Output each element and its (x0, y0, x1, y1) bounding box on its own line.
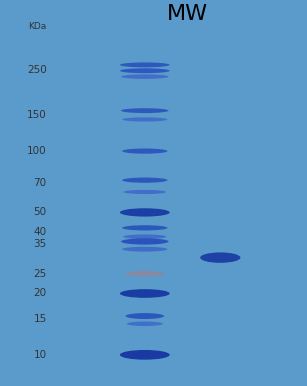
Ellipse shape (122, 117, 167, 122)
Text: 25: 25 (33, 269, 47, 279)
Ellipse shape (122, 225, 167, 230)
Ellipse shape (121, 239, 169, 245)
Ellipse shape (122, 149, 167, 154)
Ellipse shape (120, 350, 170, 360)
Ellipse shape (123, 234, 166, 239)
Ellipse shape (126, 313, 164, 319)
Text: 150: 150 (27, 110, 47, 120)
Text: 50: 50 (33, 207, 47, 217)
Ellipse shape (200, 252, 240, 263)
Text: 100: 100 (27, 146, 47, 156)
Text: 70: 70 (33, 178, 47, 188)
Text: 40: 40 (33, 227, 47, 237)
Ellipse shape (121, 108, 169, 113)
Text: MW: MW (167, 4, 208, 24)
Text: 250: 250 (27, 65, 47, 75)
Ellipse shape (120, 63, 170, 67)
Text: 35: 35 (33, 239, 47, 249)
Ellipse shape (127, 322, 163, 326)
Ellipse shape (120, 208, 170, 217)
Ellipse shape (120, 68, 170, 73)
Text: KDa: KDa (28, 22, 47, 31)
Text: 20: 20 (33, 288, 47, 298)
Ellipse shape (126, 271, 164, 276)
Ellipse shape (122, 247, 167, 252)
Ellipse shape (123, 190, 166, 194)
Text: 15: 15 (33, 314, 47, 324)
Text: 10: 10 (33, 350, 47, 360)
Ellipse shape (121, 74, 169, 79)
Ellipse shape (122, 178, 167, 183)
Ellipse shape (120, 289, 170, 298)
